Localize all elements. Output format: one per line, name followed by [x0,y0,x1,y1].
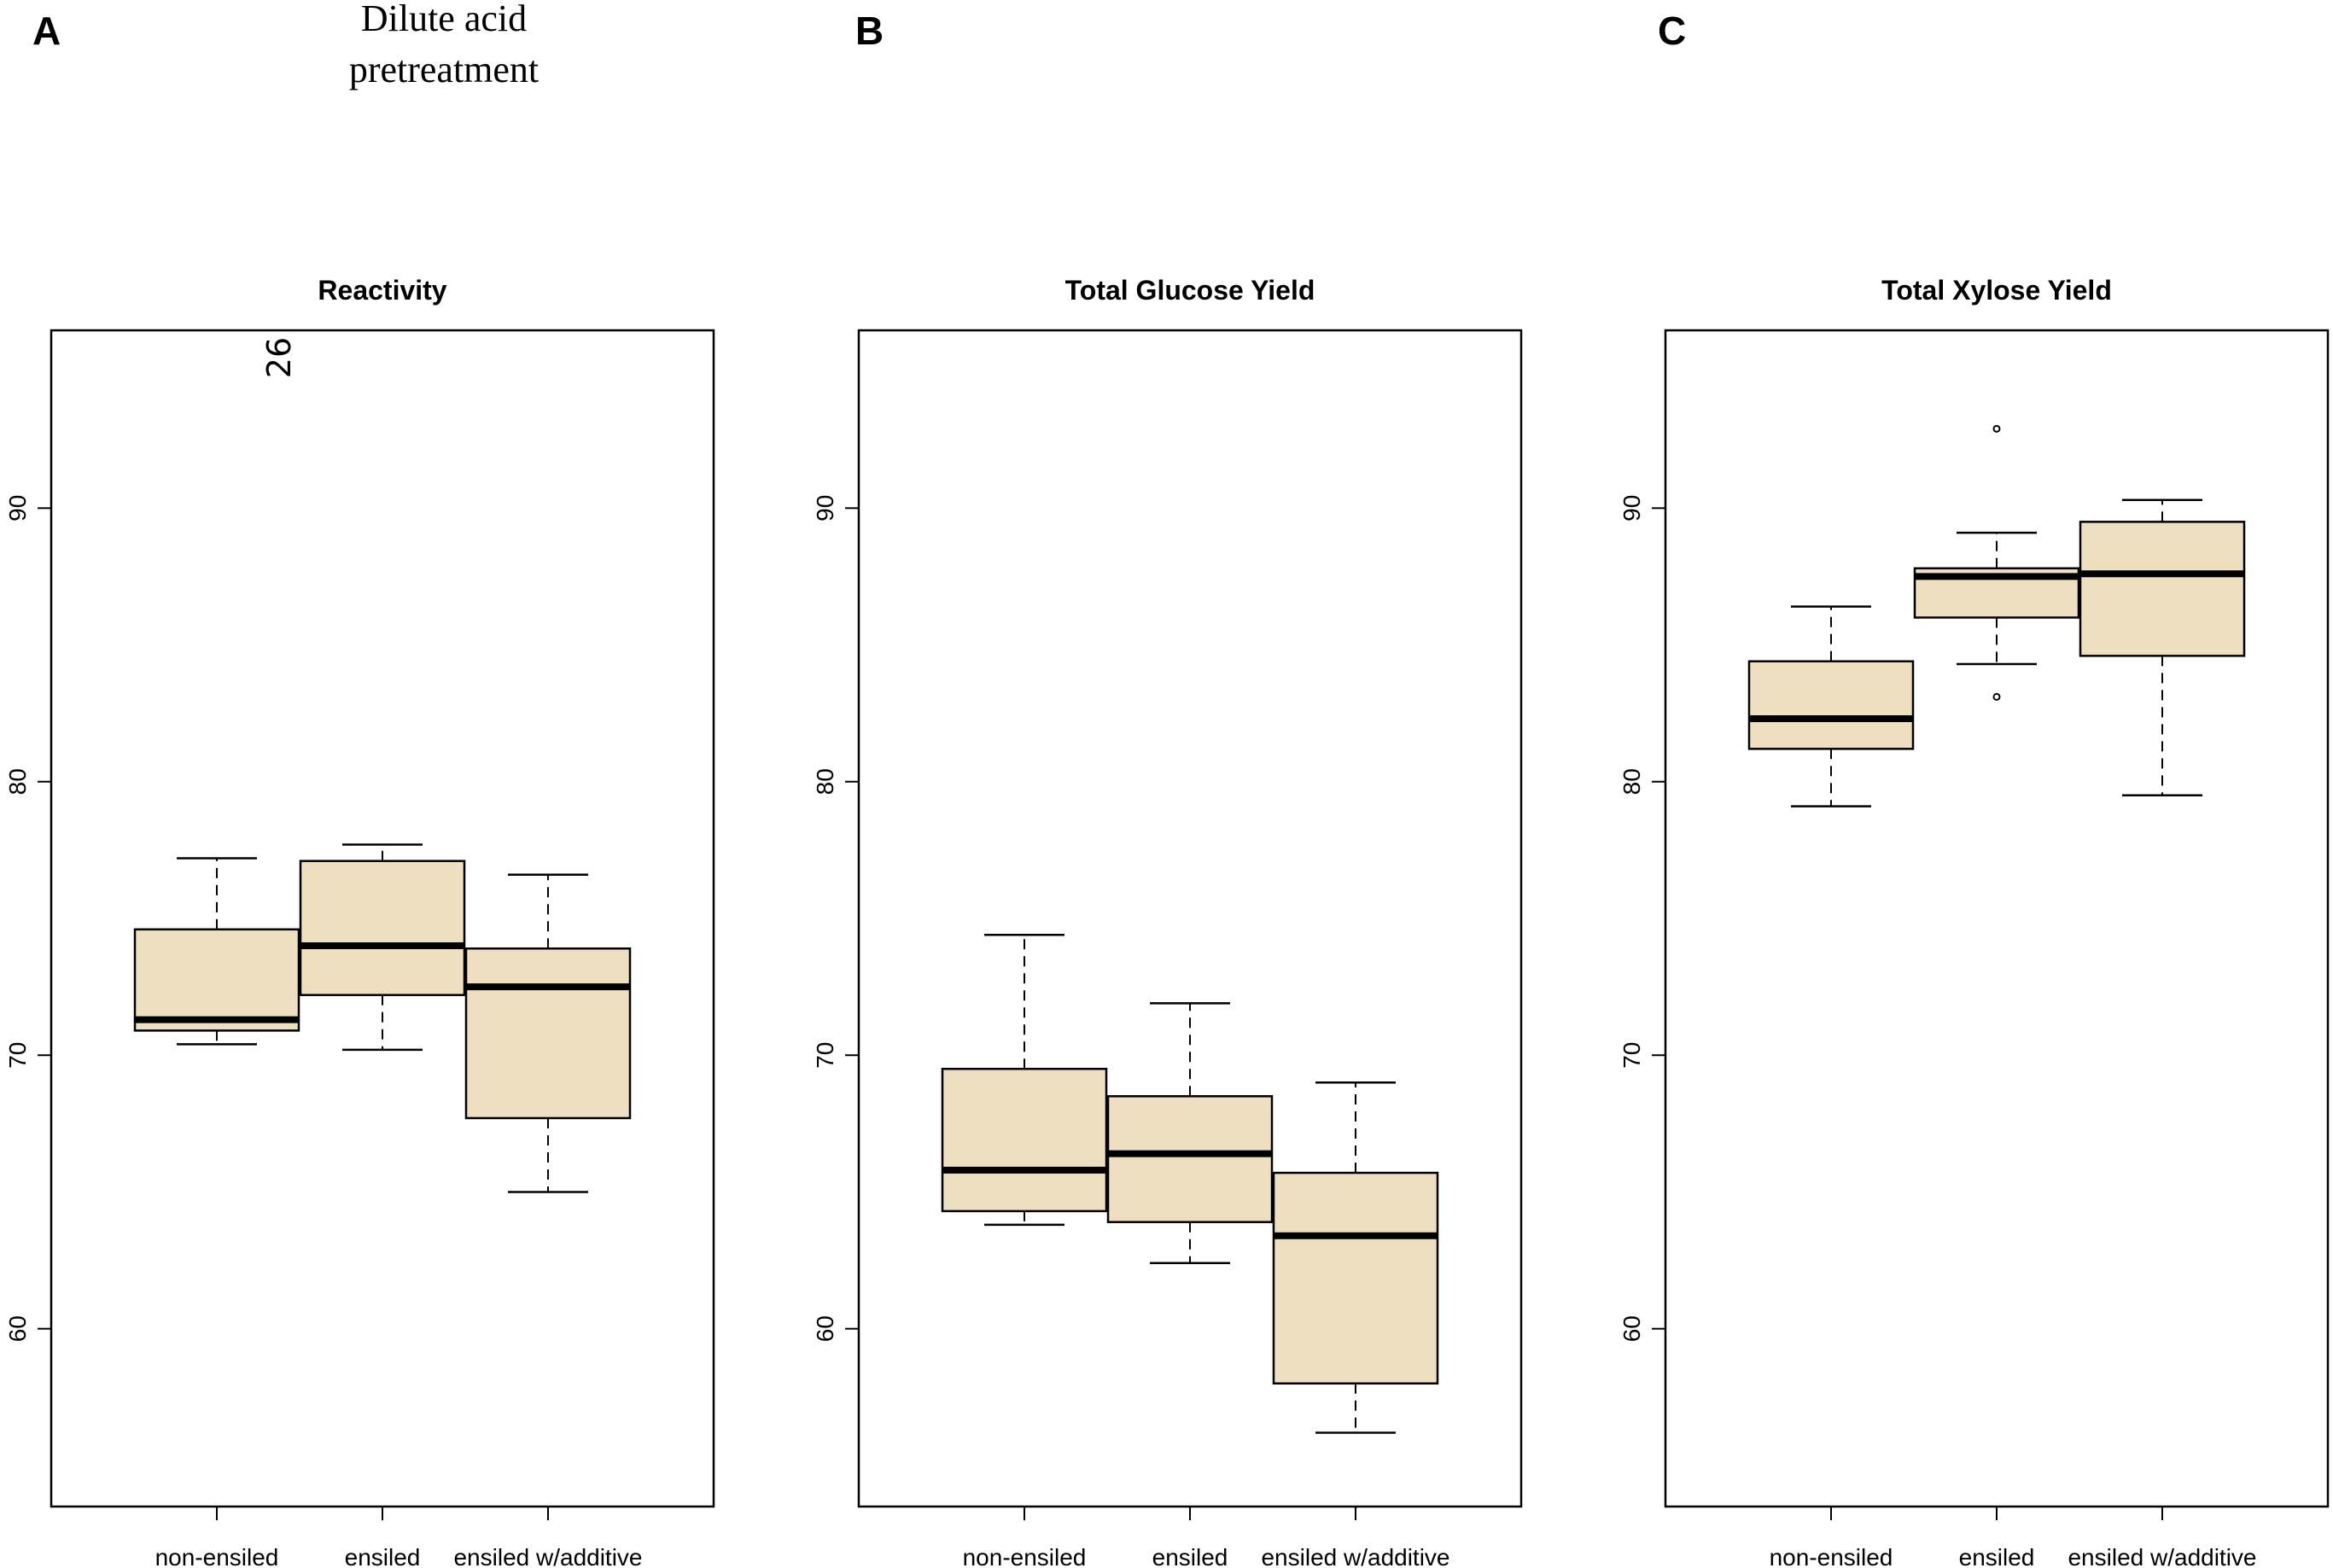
x-category-label: ensiled [345,1544,421,1568]
box-group-ensiled [299,843,466,1052]
y-tick-label: 60 [812,1315,838,1342]
x-axis: non-ensiled ensiled ensiled w/additive [1770,1507,2257,1568]
x-category-label: non-ensiled [155,1544,279,1568]
box-iqr [1272,1171,1439,1385]
y-tick-label: 90 [812,495,838,522]
y-tick-label: 90 [1619,495,1645,522]
y-tick-label: 80 [4,768,31,795]
panel-letter: A [32,9,61,53]
panel-letter: C [1658,9,1686,53]
x-axis: non-ensiled ensiled ensiled w/additive [155,1507,643,1568]
y-axis: 60 70 80 90 [812,495,859,1342]
chart-panel-b: B Total Glucose Yield 60 70 80 90 non-ensiled e… [812,9,1523,1568]
y-tick-label: 70 [1619,1042,1645,1069]
box-iqr [464,947,632,1120]
plot-frame [1664,329,2330,1508]
chart-panel-c: C Total Xylose Yield 60 70 80 90 non-ensiled en… [1619,9,2330,1568]
box-group-ensiled-w-additive [1272,1081,1439,1434]
y-tick-label: 80 [812,768,838,795]
box-iqr [2079,521,2246,657]
x-category-label: ensiled w/additive [2068,1544,2256,1568]
x-category-label: ensiled [1959,1544,2035,1568]
y-tick-label: 80 [1619,768,1645,795]
annotation-label: 26 [260,337,298,378]
y-axis: 60 70 80 90 [4,495,51,1342]
y-tick-label: 60 [4,1315,31,1342]
x-category-label: ensiled [1152,1544,1228,1568]
box-group-ensiled [1913,424,2080,701]
plot-title: Total Xylose Yield [1881,275,2112,306]
box-group-non-ensiled [941,933,1108,1227]
outlier-point [1992,692,2001,701]
box-iqr [1747,660,1915,750]
box-group-non-ensiled [1747,605,1915,807]
box-iqr [133,928,300,1032]
box-group-ensiled [1106,1002,1274,1265]
chart-panel-a: A Reactivity 60 70 80 90 non-ensiled ensiled ens… [4,9,715,1568]
x-axis: non-ensiled ensiled ensiled w/additive [963,1507,1450,1568]
plot-title: Reactivity [318,275,446,306]
y-tick-label: 70 [812,1042,838,1069]
y-axis: 60 70 80 90 [1619,495,1665,1342]
x-category-label: non-ensiled [963,1544,1087,1568]
box-iqr [1106,1095,1274,1223]
box-iqr [299,860,466,996]
super-title-line-2: pretreatment [349,49,539,90]
y-tick-label: 70 [4,1042,31,1069]
super-title-line-1: Dilute acid [361,0,527,39]
chart-panels: A Reactivity 60 70 80 90 non-ensiled ensiled ens… [4,9,2330,1568]
y-tick-label: 60 [1619,1315,1645,1342]
box-group-ensiled-w-additive [2079,498,2246,797]
box-group-non-ensiled [133,857,300,1046]
outlier-point [1992,424,2001,433]
y-tick-label: 90 [4,495,31,522]
x-category-label: ensiled w/additive [1261,1544,1449,1568]
panel-letter: B [855,9,884,53]
super-title: Dilute acid pretreatment [349,0,539,90]
plot-title: Total Glucose Yield [1065,275,1315,306]
x-category-label: ensiled w/additive [453,1544,642,1568]
box-group-ensiled-w-additive [464,873,632,1193]
x-category-label: non-ensiled [1770,1544,1893,1568]
box-iqr [941,1068,1108,1213]
